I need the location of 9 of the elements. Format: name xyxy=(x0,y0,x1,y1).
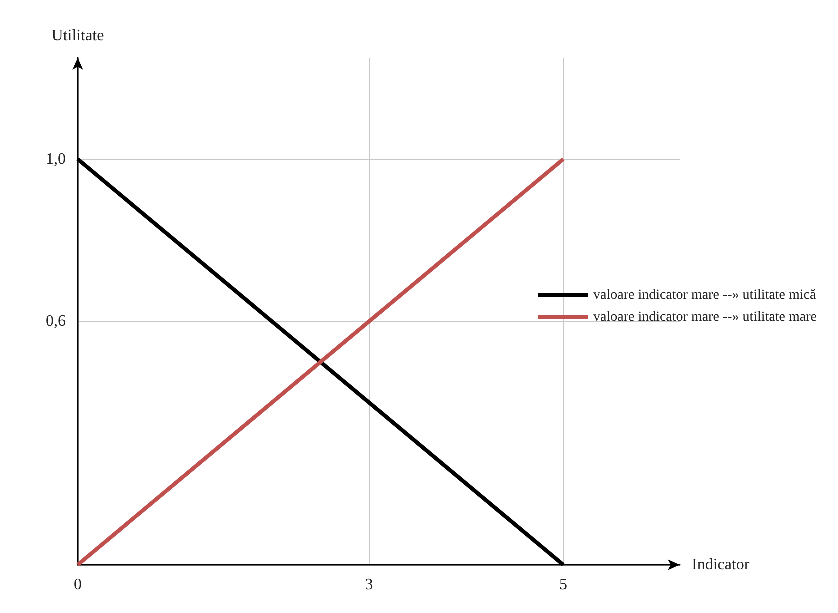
legend-label: valoare indicator mare --» utilitate mare xyxy=(594,310,818,325)
y-tick-label: 0,6 xyxy=(46,313,66,330)
x-tick-label: 5 xyxy=(559,576,568,594)
x-tick-label: 3 xyxy=(365,576,374,594)
y-axis-title: Utilitate xyxy=(52,28,104,44)
y-tick-label: 1,0 xyxy=(46,150,66,168)
legend-label: valoare indicator mare --» utilitate mică xyxy=(594,288,818,303)
x-axis-title: Indicator xyxy=(692,556,750,574)
x-tick-label: 0 xyxy=(74,576,82,594)
